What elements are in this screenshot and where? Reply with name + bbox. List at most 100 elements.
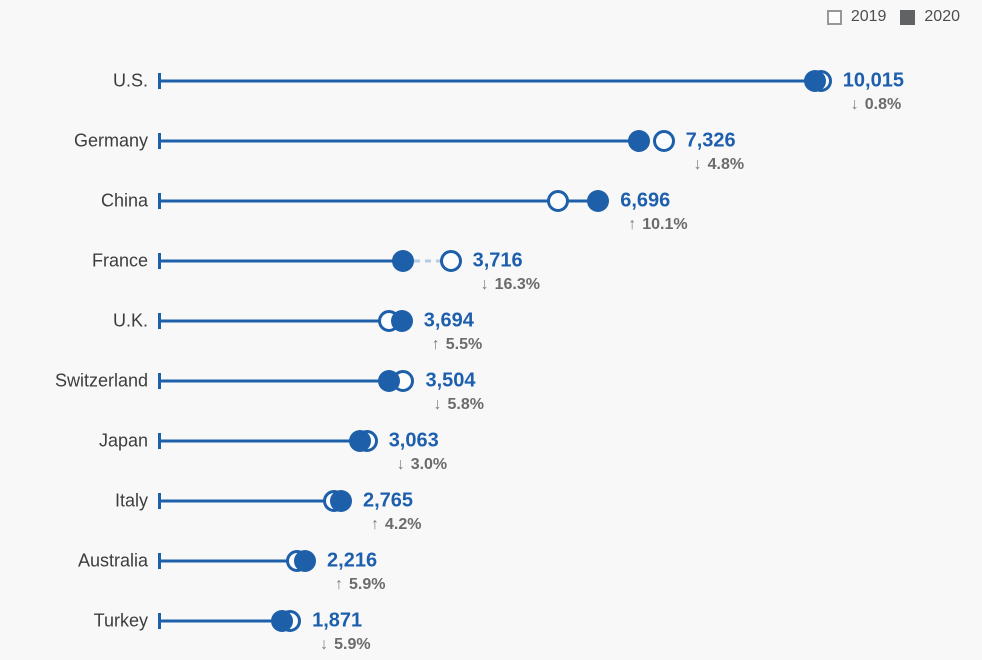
connector-line bbox=[160, 379, 390, 383]
change-indicator: ↑ 5.5% bbox=[432, 336, 482, 354]
marker-2020-circle[interactable] bbox=[804, 70, 827, 92]
marker-2020-circle[interactable] bbox=[271, 610, 294, 632]
country-label: Japan bbox=[98, 430, 148, 451]
change-label: 5.8% bbox=[447, 396, 484, 413]
legend-open-square-icon bbox=[826, 9, 842, 25]
chart-row: Australia 2,216 ↑ 5.9% bbox=[0, 531, 982, 594]
value-label: 1,871 bbox=[312, 609, 363, 632]
value-label: 10,015 bbox=[842, 69, 904, 92]
change-label: 5.9% bbox=[334, 636, 371, 653]
chart-row: Italy 2,765 ↑ 4.2% bbox=[0, 471, 982, 534]
change-indicator: ↓ 0.8% bbox=[851, 96, 901, 114]
chart-row: Turkey 1,871 ↓ 5.9% bbox=[0, 591, 982, 654]
axis-start-tick bbox=[158, 433, 161, 449]
axis-start-tick bbox=[158, 73, 161, 89]
marker-2020-circle[interactable] bbox=[587, 190, 610, 212]
country-label: Germany bbox=[73, 130, 148, 151]
axis-start-tick bbox=[158, 493, 161, 509]
country-label: Switzerland bbox=[54, 370, 148, 391]
chart-row: China 6,696 ↑ 10.1% bbox=[0, 171, 982, 234]
change-label: 5.9% bbox=[349, 576, 386, 593]
change-label: 0.8% bbox=[864, 96, 902, 113]
change-indicator: ↓ 4.8% bbox=[694, 156, 744, 174]
marker-2020-circle[interactable] bbox=[390, 310, 413, 332]
axis-start-tick bbox=[158, 253, 161, 269]
chart-row: Germany 7,326 ↓ 4.8% bbox=[0, 111, 982, 174]
change-label: 3.0% bbox=[410, 456, 448, 473]
value-label: 3,694 bbox=[423, 309, 474, 332]
marker-2020-circle[interactable] bbox=[329, 490, 352, 512]
value-label: 2,216 bbox=[327, 549, 378, 572]
value-label: 6,696 bbox=[620, 189, 671, 212]
change-label: 4.2% bbox=[384, 516, 422, 533]
country-label: Turkey bbox=[93, 610, 148, 631]
value-label: 3,716 bbox=[472, 249, 523, 272]
legend-item-2019[interactable]: 2019 bbox=[826, 8, 887, 26]
change-indicator: ↓ 5.9% bbox=[320, 636, 370, 654]
chart-row: Japan 3,063 ↓ 3.0% bbox=[0, 411, 982, 474]
value-label: 3,504 bbox=[425, 369, 476, 392]
value-label: 3,063 bbox=[388, 429, 439, 452]
country-label: Italy bbox=[114, 490, 148, 511]
marker-2020-circle[interactable] bbox=[349, 430, 372, 452]
country-label: U.S. bbox=[112, 70, 148, 91]
change-indicator: ↓ 16.3% bbox=[481, 276, 540, 294]
trend-arrow-icon: ↓ bbox=[320, 636, 329, 653]
connector-line bbox=[160, 199, 599, 203]
chart-row: U.K. 3,694 ↑ 5.5% bbox=[0, 291, 982, 354]
marker-2019-circle[interactable] bbox=[439, 250, 462, 272]
country-label: China bbox=[100, 190, 148, 211]
trend-arrow-icon: ↑ bbox=[370, 516, 379, 533]
marker-2019-circle[interactable] bbox=[547, 190, 570, 212]
chart-row: U.S. 10,015 ↓ 0.8% bbox=[0, 51, 982, 114]
axis-start-tick bbox=[158, 373, 161, 389]
change-label: 16.3% bbox=[494, 276, 540, 293]
axis-start-tick bbox=[158, 313, 161, 329]
trend-arrow-icon: ↓ bbox=[396, 456, 405, 473]
connector-line bbox=[160, 499, 341, 503]
axis-start-tick bbox=[158, 553, 161, 569]
change-label: 5.5% bbox=[445, 336, 483, 353]
legend-filled-square-icon bbox=[900, 9, 916, 25]
trend-arrow-icon: ↑ bbox=[431, 336, 440, 353]
trend-arrow-icon: ↓ bbox=[433, 396, 442, 413]
trend-arrow-icon: ↓ bbox=[693, 156, 702, 173]
country-label: Australia bbox=[77, 550, 148, 571]
axis-start-tick bbox=[158, 613, 161, 629]
trend-arrow-icon: ↑ bbox=[628, 216, 637, 233]
legend: 2019 2020 bbox=[826, 8, 960, 26]
change-indicator: ↓ 5.8% bbox=[433, 396, 483, 414]
change-indicator: ↓ 3.0% bbox=[397, 456, 447, 474]
marker-2020-circle[interactable] bbox=[294, 550, 317, 572]
country-label: France bbox=[91, 250, 148, 271]
chart-row: Switzerland 3,504 ↓ 5.8% bbox=[0, 351, 982, 414]
marker-2020-circle[interactable] bbox=[392, 250, 415, 272]
value-label: 7,326 bbox=[685, 129, 736, 152]
legend-item-2020[interactable]: 2020 bbox=[900, 8, 960, 26]
marker-2019-circle[interactable] bbox=[652, 130, 675, 152]
marker-2020-circle[interactable] bbox=[628, 130, 651, 152]
connector-line bbox=[160, 319, 402, 323]
connector-line bbox=[160, 439, 361, 443]
country-label: U.K. bbox=[112, 310, 148, 331]
trend-arrow-icon: ↓ bbox=[850, 96, 859, 113]
trend-arrow-icon: ↓ bbox=[480, 276, 489, 293]
legend-label-2019: 2019 bbox=[850, 8, 887, 25]
trend-arrow-icon: ↑ bbox=[335, 576, 344, 593]
change-indicator: ↑ 5.9% bbox=[335, 576, 385, 594]
marker-2020-circle[interactable] bbox=[378, 370, 401, 392]
dashed-connector bbox=[403, 259, 451, 263]
legend-label-2020: 2020 bbox=[924, 8, 960, 25]
connector-line bbox=[160, 259, 404, 263]
connector-line bbox=[160, 559, 306, 563]
axis-start-tick bbox=[158, 193, 161, 209]
connector-line bbox=[160, 79, 816, 83]
connector-line bbox=[160, 139, 640, 143]
change-indicator: ↑ 10.1% bbox=[628, 216, 687, 234]
change-label: 4.8% bbox=[707, 156, 745, 173]
change-label: 10.1% bbox=[642, 216, 688, 233]
connector-line bbox=[160, 619, 283, 623]
change-indicator: ↑ 4.2% bbox=[371, 516, 421, 534]
value-label: 2,765 bbox=[362, 489, 414, 512]
